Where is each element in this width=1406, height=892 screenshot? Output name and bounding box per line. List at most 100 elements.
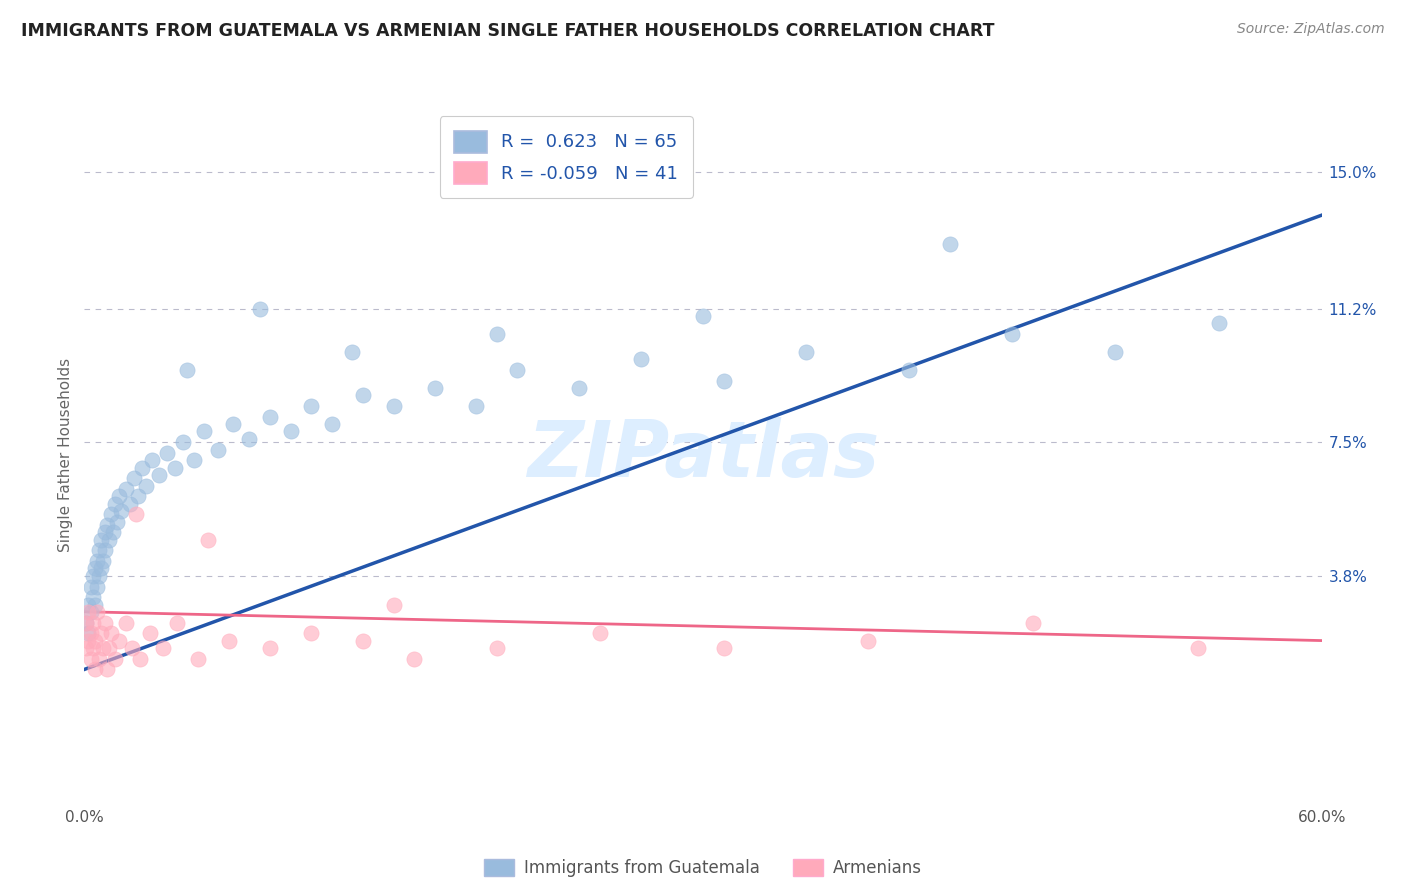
Point xyxy=(382,598,405,612)
Point xyxy=(165,460,187,475)
Point xyxy=(79,580,101,594)
Point xyxy=(1187,640,1209,655)
Point xyxy=(82,591,104,605)
Point xyxy=(110,504,132,518)
Point xyxy=(114,615,136,630)
Point xyxy=(75,615,97,630)
Point xyxy=(77,605,100,619)
Point xyxy=(90,533,112,547)
Point xyxy=(114,482,136,496)
Point xyxy=(118,497,141,511)
Point xyxy=(299,399,322,413)
Point xyxy=(100,508,122,522)
Point xyxy=(77,598,100,612)
Point xyxy=(121,640,143,655)
Point xyxy=(96,518,118,533)
Point xyxy=(1022,615,1045,630)
Point xyxy=(83,662,105,676)
Point xyxy=(98,640,121,655)
Point xyxy=(259,640,281,655)
Point xyxy=(176,363,198,377)
Point xyxy=(77,626,100,640)
Legend: Immigrants from Guatemala, Armenians: Immigrants from Guatemala, Armenians xyxy=(477,852,929,884)
Point xyxy=(104,497,127,511)
Point xyxy=(187,651,209,665)
Point xyxy=(152,640,174,655)
Point xyxy=(82,615,104,630)
Point xyxy=(589,626,612,640)
Point xyxy=(94,543,117,558)
Point xyxy=(280,425,302,439)
Point xyxy=(1001,327,1024,342)
Legend: R =  0.623   N = 65, R = -0.059   N = 41: R = 0.623 N = 65, R = -0.059 N = 41 xyxy=(440,116,693,198)
Point xyxy=(166,615,188,630)
Point xyxy=(630,352,652,367)
Point xyxy=(485,640,508,655)
Point xyxy=(939,237,962,252)
Point xyxy=(86,605,108,619)
Point xyxy=(75,640,97,655)
Point xyxy=(218,633,240,648)
Point xyxy=(568,381,591,395)
Point xyxy=(125,508,148,522)
Point xyxy=(105,515,128,529)
Point xyxy=(94,615,117,630)
Point xyxy=(898,363,921,377)
Point xyxy=(404,651,426,665)
Point xyxy=(148,467,170,482)
Point xyxy=(90,626,112,640)
Point xyxy=(141,453,163,467)
Point xyxy=(91,554,114,568)
Point xyxy=(90,561,112,575)
Point xyxy=(207,442,229,457)
Point xyxy=(108,489,131,503)
Point xyxy=(713,640,735,655)
Point xyxy=(352,633,374,648)
Point xyxy=(197,533,219,547)
Point xyxy=(129,651,152,665)
Point xyxy=(87,568,110,582)
Point xyxy=(79,626,101,640)
Point xyxy=(86,554,108,568)
Point xyxy=(1208,316,1230,330)
Point xyxy=(794,345,817,359)
Point xyxy=(87,651,110,665)
Point xyxy=(87,543,110,558)
Point xyxy=(75,615,97,630)
Point xyxy=(713,374,735,388)
Point xyxy=(83,561,105,575)
Point xyxy=(506,363,529,377)
Point xyxy=(108,633,131,648)
Point xyxy=(485,327,508,342)
Point xyxy=(94,525,117,540)
Point xyxy=(249,301,271,316)
Point xyxy=(423,381,446,395)
Text: IMMIGRANTS FROM GUATEMALA VS ARMENIAN SINGLE FATHER HOUSEHOLDS CORRELATION CHART: IMMIGRANTS FROM GUATEMALA VS ARMENIAN SI… xyxy=(21,22,994,40)
Point xyxy=(222,417,245,432)
Point xyxy=(382,399,405,413)
Point xyxy=(172,435,194,450)
Point xyxy=(692,309,714,323)
Point xyxy=(77,633,100,648)
Point xyxy=(352,388,374,402)
Point xyxy=(193,425,215,439)
Point xyxy=(82,568,104,582)
Point xyxy=(321,417,343,432)
Point xyxy=(131,460,153,475)
Point xyxy=(342,345,364,359)
Point xyxy=(139,626,162,640)
Point xyxy=(1104,345,1126,359)
Point xyxy=(259,410,281,425)
Point xyxy=(79,605,101,619)
Point xyxy=(238,432,260,446)
Text: Source: ZipAtlas.com: Source: ZipAtlas.com xyxy=(1237,22,1385,37)
Point xyxy=(103,525,125,540)
Point xyxy=(156,446,179,460)
Point xyxy=(100,626,122,640)
Point xyxy=(96,662,118,676)
Point xyxy=(82,640,104,655)
Point xyxy=(127,489,149,503)
Point xyxy=(79,651,101,665)
Point xyxy=(299,626,322,640)
Point xyxy=(98,533,121,547)
